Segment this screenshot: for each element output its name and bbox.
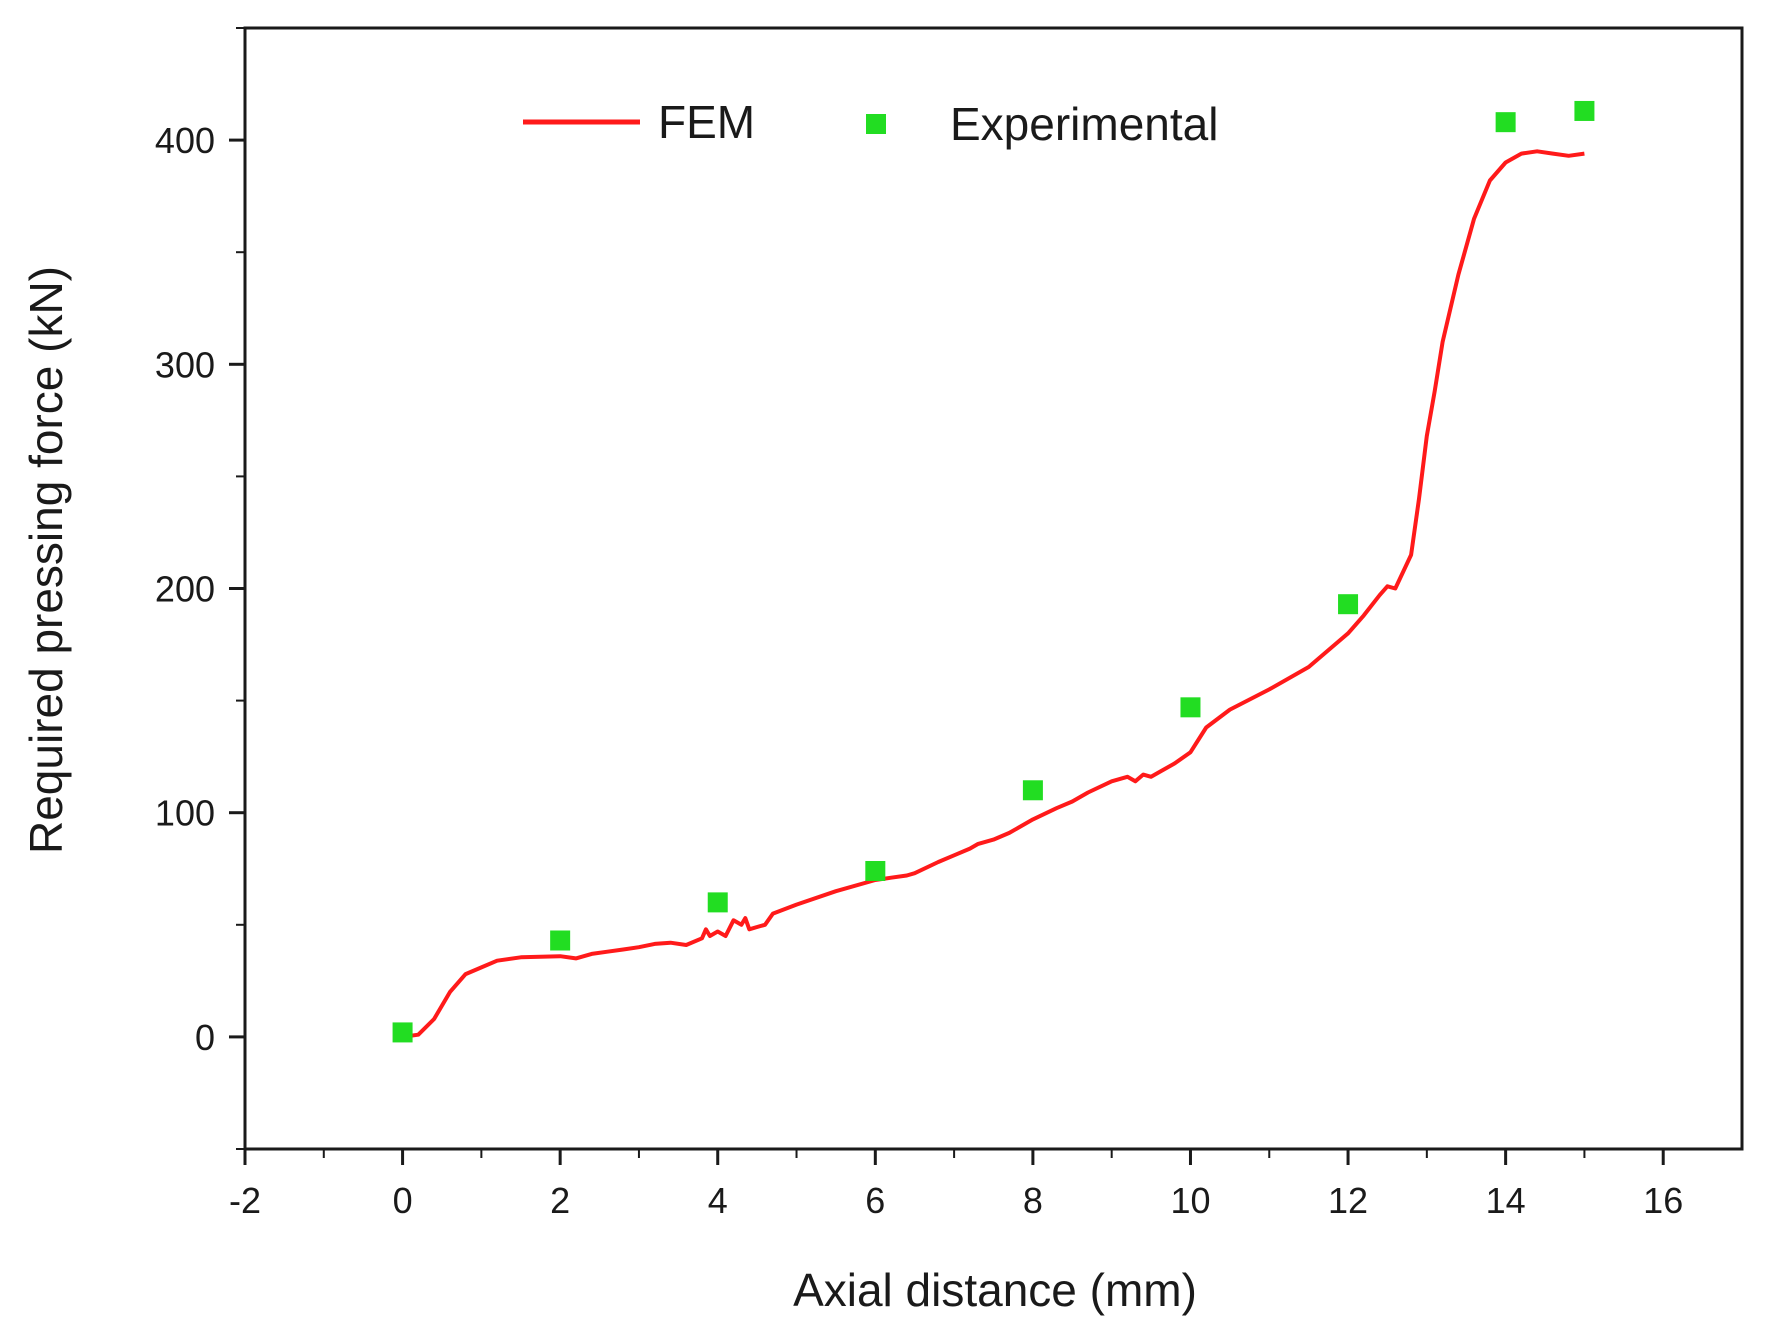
legend: FEM Experimental xyxy=(523,96,1218,150)
plot-frame xyxy=(243,26,1744,1151)
legend-experimental-swatch xyxy=(866,114,886,134)
y-tick-label-400: 400 xyxy=(155,120,215,161)
experimental-point-4 xyxy=(707,892,728,913)
experimental-point-12 xyxy=(1338,594,1359,615)
x-tick-label-0: 0 xyxy=(393,1180,413,1221)
experimental-point-10 xyxy=(1180,697,1201,718)
x-tick-label-14: 14 xyxy=(1486,1180,1526,1221)
y-axis-title: Required pressing force (kN) xyxy=(20,266,72,854)
experimental-point-2 xyxy=(550,930,571,951)
x-tick-label-16: 16 xyxy=(1643,1180,1683,1221)
x-tick-label-12: 12 xyxy=(1328,1180,1368,1221)
x-tick-label-2: 2 xyxy=(550,1180,570,1221)
experimental-point-8 xyxy=(1022,780,1043,801)
fem-line xyxy=(402,149,1585,1039)
y-tick-label-200: 200 xyxy=(155,569,215,610)
experimental-point-0 xyxy=(392,1022,413,1043)
y-tick-label-100: 100 xyxy=(155,793,215,834)
y-tick-label-0: 0 xyxy=(195,1017,215,1058)
x-tick-label-10: 10 xyxy=(1170,1180,1210,1221)
axis-ticks xyxy=(229,27,1665,1165)
legend-fem-label: FEM xyxy=(658,96,755,148)
experimental-point-6 xyxy=(865,860,886,881)
tick-labels: -2 0 2 4 6 8 10 12 14 16 0 100 200 300 400 xyxy=(155,120,1683,1221)
y-tick-label-300: 300 xyxy=(155,344,215,385)
x-tick-label-m2: -2 xyxy=(229,1180,261,1221)
experimental-point-15 xyxy=(1574,100,1595,121)
series-layer xyxy=(392,100,1595,1043)
legend-experimental-label: Experimental xyxy=(950,98,1218,150)
experimental-point-14 xyxy=(1495,112,1516,133)
x-tick-label-6: 6 xyxy=(865,1180,885,1221)
x-tick-label-4: 4 xyxy=(708,1180,728,1221)
x-axis-title: Axial distance (mm) xyxy=(793,1264,1197,1316)
x-tick-label-8: 8 xyxy=(1023,1180,1043,1221)
